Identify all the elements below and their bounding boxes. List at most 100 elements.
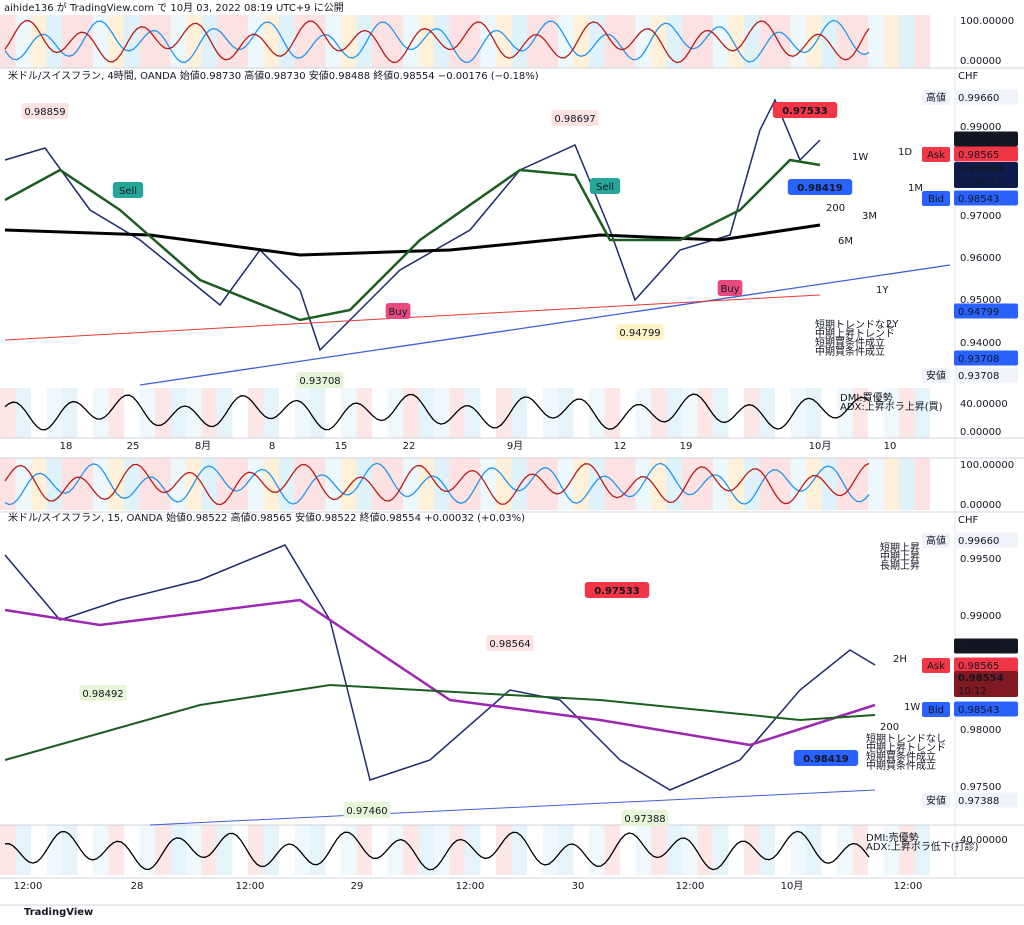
band [744, 825, 760, 875]
price-tag [954, 532, 1018, 548]
band [790, 15, 806, 68]
time-label: 12:00 [456, 881, 485, 892]
band [201, 388, 217, 438]
time-label: 8 [269, 441, 275, 452]
band [387, 458, 403, 510]
band [465, 825, 481, 875]
band [682, 388, 698, 438]
small-label: ADX:上昇ボラ低下(打診) [866, 840, 979, 853]
band [279, 458, 295, 510]
small-label: DMI:買優勢 [840, 391, 893, 404]
band [883, 15, 899, 68]
band [0, 458, 16, 510]
band [883, 825, 899, 875]
band [666, 388, 682, 438]
band [139, 15, 155, 68]
price-tag-label: 0.98730 [958, 642, 999, 653]
small-label: 長期上昇 [880, 560, 920, 572]
band [372, 15, 388, 68]
band [852, 15, 868, 68]
scale-label: 0.98000 [960, 725, 1001, 736]
band [775, 15, 791, 68]
scale-label: 100.00000 [960, 16, 1014, 27]
time-label: 30 [572, 881, 585, 892]
band [310, 388, 326, 438]
band [744, 15, 760, 68]
price-tag [954, 671, 1018, 697]
label-box [793, 750, 859, 766]
band [496, 458, 512, 510]
band [573, 15, 589, 68]
band [263, 458, 279, 510]
band [201, 825, 217, 875]
scale-label: 0.99500 [960, 554, 1001, 565]
band [744, 388, 760, 438]
label-box [296, 372, 344, 388]
band [480, 825, 496, 875]
price-line [4, 98, 821, 352]
band [728, 15, 744, 68]
band [697, 825, 713, 875]
annotation: 0.98859 [24, 107, 65, 118]
band [0, 825, 16, 875]
label-box [112, 182, 144, 198]
currency: CHF [958, 515, 979, 526]
label-box [343, 802, 391, 818]
scale-label: 0.95000 [960, 295, 1001, 306]
label-box [616, 324, 664, 340]
band [217, 825, 233, 875]
band [186, 825, 202, 875]
time-label: 12:00 [236, 881, 265, 892]
band [294, 458, 310, 510]
annotation: 0.98419 [803, 754, 849, 765]
band [418, 388, 434, 438]
tag-name-box [922, 368, 950, 383]
band [263, 825, 279, 875]
band [294, 15, 310, 68]
annotation: 0.97533 [782, 106, 828, 117]
band [852, 458, 868, 510]
price-line [139, 264, 951, 386]
band [542, 15, 558, 68]
time-label: 12 [614, 441, 627, 452]
band [418, 825, 434, 875]
annotation: 0.98419 [797, 183, 843, 194]
scale-label: 0.99000 [960, 122, 1001, 133]
band [403, 458, 419, 510]
scale-label: 0.00000 [960, 427, 1001, 438]
price-tag-label: 0.93708 [958, 371, 999, 382]
band [837, 458, 853, 510]
band [480, 15, 496, 68]
band [217, 388, 233, 438]
band [449, 15, 465, 68]
band [294, 388, 310, 438]
band [325, 388, 341, 438]
annotation: 0.98697 [554, 114, 595, 125]
tag-name: Ask [927, 661, 945, 672]
band [93, 458, 109, 510]
small-label: 中期買条件成立 [866, 759, 936, 772]
band [666, 15, 682, 68]
band [558, 458, 574, 510]
band [883, 388, 899, 438]
band [232, 388, 248, 438]
price-line [4, 598, 876, 747]
label-box [772, 102, 838, 118]
tag-name: 高値 [926, 534, 946, 547]
band [403, 825, 419, 875]
band [155, 15, 171, 68]
tag-name-box [922, 793, 950, 808]
scale-label: 0.00000 [960, 500, 1001, 511]
price-line [4, 544, 876, 791]
small-label: 短期買条件成立 [815, 336, 885, 349]
band [914, 825, 930, 875]
band [620, 458, 636, 510]
footer-brand: TradingView [24, 907, 93, 918]
small-label: 200 [880, 722, 899, 733]
band [635, 15, 651, 68]
label-box [787, 179, 853, 195]
band [403, 15, 419, 68]
time-label: 12:00 [14, 881, 43, 892]
band [341, 458, 357, 510]
band [325, 15, 341, 68]
